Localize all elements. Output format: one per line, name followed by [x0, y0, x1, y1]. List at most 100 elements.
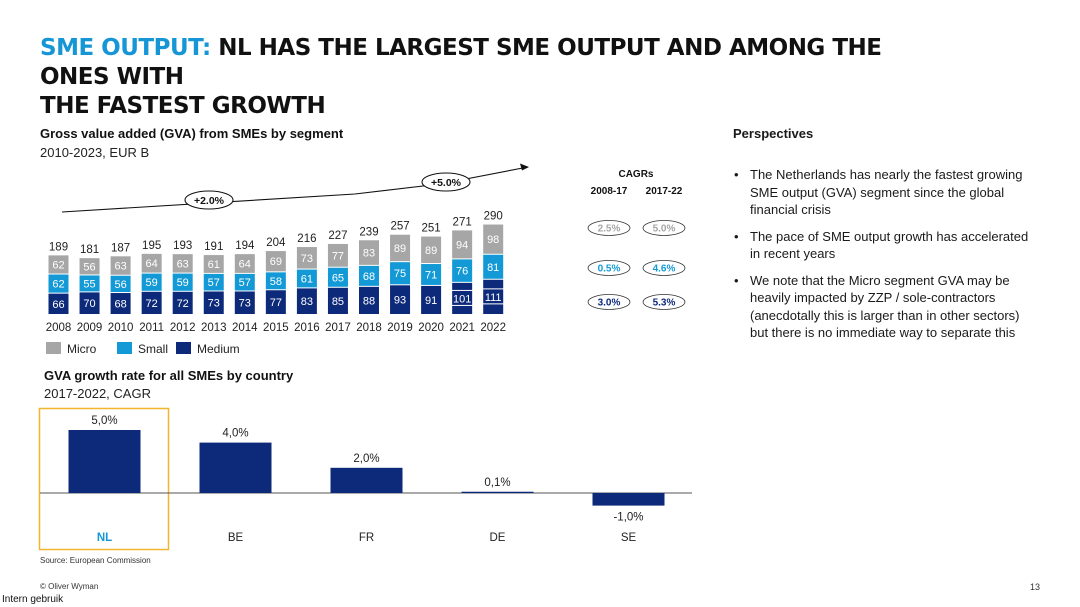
total-label: 271 — [453, 216, 472, 228]
data-label-micro: 94 — [456, 239, 468, 251]
cagr-value-bubble — [642, 220, 686, 236]
country-tick-label: NL — [97, 532, 112, 544]
bar-segment-small — [172, 273, 193, 291]
data-label-medium: 111 — [485, 292, 502, 304]
data-label-micro: 64 — [239, 259, 251, 271]
bar-segment-micro — [390, 234, 411, 262]
total-label: 195 — [142, 240, 161, 252]
data-label-small: 61 — [301, 273, 313, 285]
bar-segment-medium — [203, 291, 224, 314]
bar-segment-medium — [110, 293, 131, 314]
x-tick-label: 2014 — [232, 322, 258, 334]
bar-segment-small — [421, 264, 442, 285]
bar-segment-micro — [234, 254, 255, 273]
bar-segment-medium — [79, 292, 100, 314]
bar-segment-small — [359, 265, 379, 286]
highlight-frame — [38, 407, 170, 551]
cagr-value-bubble — [642, 294, 686, 310]
cagr-value-bubble — [642, 260, 686, 276]
bar-segment-medium — [234, 291, 255, 314]
data-label-micro: 89 — [394, 243, 406, 255]
data-label-small: 81 — [487, 262, 499, 274]
x-tick-label: 2022 — [480, 322, 506, 334]
bar-segment-micro — [421, 236, 442, 264]
data-label-medium: 73 — [208, 298, 220, 310]
legend-label: Micro — [67, 342, 97, 356]
data-label-small: 59 — [146, 277, 158, 289]
legend-swatch — [46, 342, 61, 354]
bar-segment-small — [79, 275, 100, 292]
cagr-annotation-bubble — [184, 190, 234, 210]
x-tick-label: 2008 — [46, 322, 72, 334]
bar-segment-small — [110, 275, 131, 293]
bar-segment-small — [483, 254, 504, 279]
cagr-period-header: 2017-22 — [646, 186, 683, 197]
cagr-annotation-bubble — [421, 172, 471, 192]
classification-label: Intern gebruik — [2, 594, 64, 605]
bar-segment-micro — [79, 258, 100, 275]
data-label-small: 68 — [363, 271, 375, 283]
data-label-micro: 64 — [146, 258, 158, 270]
bar-segment-medium — [359, 286, 379, 314]
x-tick-label: 2013 — [201, 322, 227, 334]
country-tick-label: BE — [228, 532, 244, 544]
bar-segment-micro — [483, 224, 504, 254]
total-label: 189 — [49, 241, 68, 253]
x-tick-label: 2018 — [356, 322, 382, 334]
x-tick-label: 2021 — [449, 322, 475, 334]
bar-segment-micro — [327, 243, 348, 267]
value-highlight-box — [449, 289, 476, 306]
cagr-value: 5.3% — [653, 298, 676, 309]
title-line1: NL HAS THE LARGEST SME OUTPUT AND AMONG … — [40, 35, 882, 90]
total-label: 191 — [204, 241, 223, 253]
value-highlight-box — [480, 288, 507, 305]
total-label: 181 — [80, 244, 99, 256]
country-tick-label: FR — [359, 532, 374, 544]
data-label-small: 57 — [208, 277, 220, 289]
x-tick-label: 2015 — [263, 322, 289, 334]
x-tick-label: 2019 — [387, 322, 413, 334]
data-label-micro: 62 — [52, 259, 64, 271]
bar-segment-medium — [390, 285, 411, 314]
total-label: 194 — [235, 240, 255, 252]
cagr-value-bubble — [587, 220, 631, 236]
data-label-micro: 63 — [114, 261, 126, 273]
total-label: 239 — [359, 226, 378, 238]
data-label-medium: 77 — [270, 297, 282, 309]
data-label-micro: 61 — [208, 259, 220, 271]
data-label-small: 57 — [239, 277, 251, 289]
country-tick-label: SE — [621, 532, 637, 544]
data-label-medium: 68 — [114, 299, 126, 311]
bar-segment-medium — [421, 285, 442, 314]
perspective-bullet: We note that the Micro segment GVA may b… — [733, 272, 1033, 342]
country-value-label: -1,0% — [613, 512, 643, 524]
total-label: 204 — [266, 237, 286, 249]
source-note: Source: European Commission — [40, 556, 151, 565]
cagr-value-bubble — [587, 260, 631, 276]
stack-chart-title: Gross value added (GVA) from SMEs by seg… — [40, 126, 344, 141]
stack-chart-subtitle: 2010-2023, EUR B — [40, 145, 150, 160]
total-label: 187 — [111, 242, 130, 254]
cagr-annotation-label: +2.0% — [194, 195, 225, 207]
bar-segment-medium — [172, 291, 193, 314]
x-tick-label: 2010 — [108, 322, 134, 334]
bar-segment-medium — [483, 279, 504, 314]
bar-segment-small — [452, 259, 473, 282]
data-label-micro: 73 — [301, 253, 313, 265]
cagr-annotation-label: +5.0% — [431, 177, 462, 189]
x-tick-label: 2017 — [325, 322, 351, 334]
bar-segment-small — [234, 273, 255, 291]
country-bar — [199, 442, 272, 493]
data-label-small: 59 — [177, 277, 189, 289]
bar-segment-micro — [172, 254, 193, 273]
data-label-micro: 98 — [487, 234, 499, 246]
total-label: 227 — [328, 230, 347, 242]
total-label: 290 — [484, 211, 503, 223]
cagr-value: 4.6% — [653, 264, 676, 275]
country-value-label: 5,0% — [91, 415, 117, 427]
bar-segment-micro — [203, 255, 224, 273]
cagr-value: 2.5% — [598, 224, 621, 235]
data-label-medium: 72 — [146, 298, 158, 310]
title-line2: THE FASTEST GROWTH — [40, 93, 326, 119]
bar-segment-small — [265, 272, 286, 290]
